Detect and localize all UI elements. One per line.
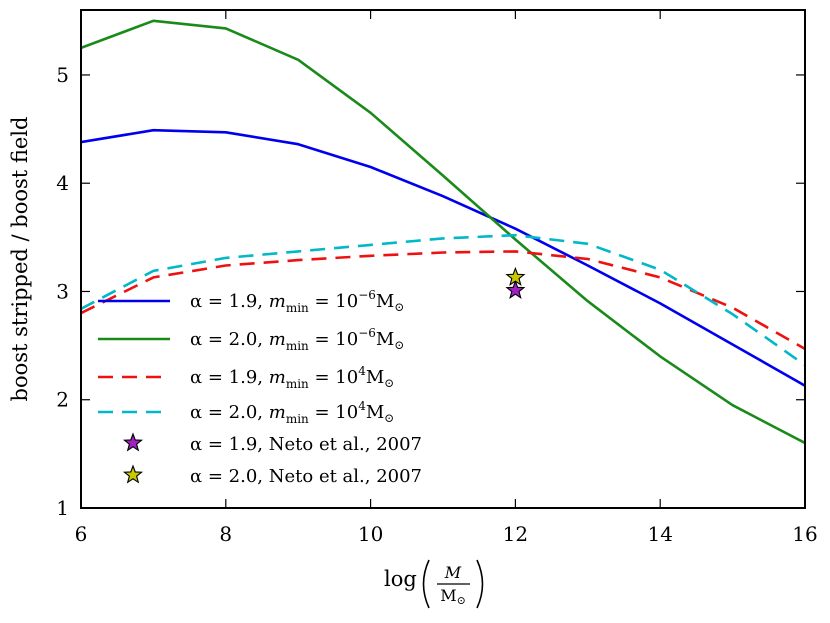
series-line-2	[81, 19, 805, 445]
x-axis-label-log: log	[384, 567, 417, 591]
legend-label-1: α = 1.9, mmin = 10−6M⊙	[190, 288, 404, 315]
x-tick-label: 12	[503, 522, 528, 546]
x-tick-label: 16	[792, 522, 817, 546]
y-tick-label: 2	[56, 388, 69, 412]
legend-star-1	[122, 432, 144, 452]
x-axis-label: log M M⊙	[384, 559, 484, 609]
data-point-star-2	[505, 266, 526, 286]
y-tick-label: 4	[56, 171, 69, 195]
legend-label-6: α = 2.0, Neto et al., 2007	[190, 466, 422, 487]
y-tick-label: 1	[56, 496, 69, 520]
y-axis-label: boost stripped / boost field	[8, 117, 32, 402]
x-axis-label-denominator: M⊙	[440, 586, 466, 607]
x-tick-label: 10	[358, 522, 383, 546]
x-tick-label: 8	[219, 522, 232, 546]
x-axis-label-left-paren	[422, 559, 430, 609]
y-tick-label: 5	[56, 63, 69, 87]
x-tick-label: 6	[75, 522, 88, 546]
series-line-1	[81, 128, 805, 387]
legend-label-5: α = 1.9, Neto et al., 2007	[190, 434, 422, 455]
legend-label-3: α = 1.9, mmin = 104M⊙	[190, 364, 394, 391]
x-tick-label: 14	[647, 522, 672, 546]
legend: α = 1.9, mmin = 10−6M⊙ α = 2.0, mmin = 10…	[98, 288, 422, 487]
legend-star-2	[122, 464, 144, 484]
series-line-4	[81, 233, 805, 367]
y-tick-label: 3	[56, 279, 69, 303]
x-axis-label-numerator: M	[444, 563, 462, 582]
legend-label-4: α = 2.0, mmin = 104M⊙	[190, 399, 394, 426]
series-line-3	[81, 250, 805, 351]
x-axis-label-right-paren	[476, 559, 484, 609]
legend-label-2: α = 2.0, mmin = 10−6M⊙	[190, 326, 404, 353]
plot-frame	[80, 9, 806, 509]
data-point-star-1	[505, 279, 526, 299]
